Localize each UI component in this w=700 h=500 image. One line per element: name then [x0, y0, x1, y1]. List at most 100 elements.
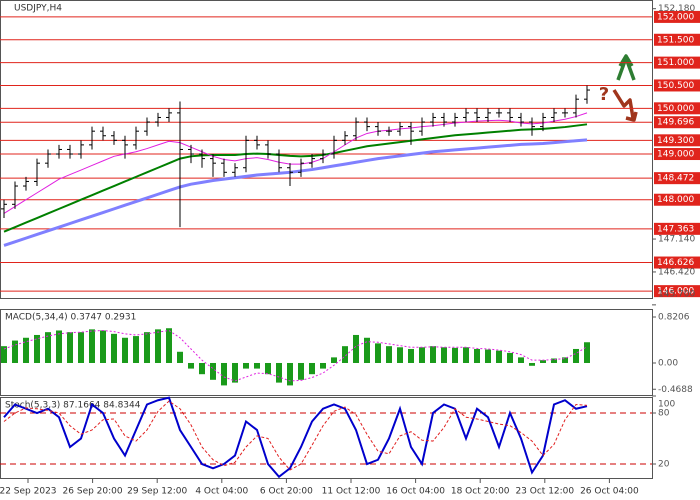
level-tag: [654, 10, 700, 23]
stoch-panel: [0, 397, 653, 479]
level-label: 149.300: [657, 136, 694, 146]
macd-bar: [265, 362, 271, 375]
level-label: 147.363: [657, 224, 694, 234]
level-label: 148.472: [657, 174, 694, 184]
y-tick-label: 147.140: [658, 235, 695, 245]
macd-bar: [496, 350, 502, 363]
macd-bar: [133, 336, 139, 363]
macd-bar: [12, 340, 18, 363]
macd-bar: [397, 347, 403, 363]
macd-bar: [199, 362, 205, 375]
chart-title: USDJPY,H4: [14, 4, 62, 14]
x-tick-label: 11 Oct 12:00: [322, 487, 381, 497]
x-tick-label: 29 Sep 12:00: [127, 487, 187, 497]
moving-average: [3, 123, 588, 233]
macd-bar: [562, 357, 568, 363]
macd-bar: [419, 347, 425, 363]
level-label: 146.000: [657, 287, 694, 297]
macd-bar: [56, 330, 62, 363]
main-panel: [0, 0, 653, 299]
moving-average: [3, 112, 588, 214]
stoch-title: Stoch(5,3,3) 87.1664 84.8344: [5, 401, 141, 411]
y-tick-label: 152.180: [658, 4, 695, 14]
macd-bar: [67, 332, 73, 363]
stoch-line: [3, 400, 588, 471]
level-label: 151.000: [657, 58, 694, 68]
x-tick-label: 6 Oct 20:00: [260, 487, 313, 497]
macd-bar: [232, 362, 238, 383]
macd-bar: [342, 346, 348, 363]
y-tick-label: 145.700: [658, 290, 695, 300]
macd-bar: [430, 346, 436, 363]
level-tag: [654, 172, 700, 185]
level-tag: [654, 33, 700, 46]
level-tag: [654, 285, 700, 298]
y-tick-label: 80: [658, 409, 670, 419]
macd-bar: [210, 362, 216, 380]
macd-panel: [0, 309, 653, 396]
macd-bar: [540, 360, 546, 363]
macd-bar: [1, 346, 7, 363]
x-tick-label: 18 Oct 20:00: [451, 487, 510, 497]
macd-bar: [243, 362, 249, 369]
down-arrow: [612, 89, 638, 122]
level-label: 152.000: [657, 12, 694, 22]
level-label: 149.696: [657, 118, 694, 128]
moving-average: [3, 138, 588, 247]
y-tick-label: -0.4688: [658, 385, 693, 395]
level-label: 148.000: [657, 195, 694, 205]
level-tag: [654, 193, 700, 206]
level-tag: [654, 79, 700, 92]
level-label: 150.000: [657, 104, 694, 114]
macd-bar: [276, 362, 282, 383]
macd-bar: [551, 358, 557, 363]
macd-bar: [100, 330, 106, 363]
macd-bar: [155, 329, 161, 363]
y-tick-label: 0.00: [658, 358, 678, 368]
level-label: 151.500: [657, 35, 694, 45]
macd-title: MACD(5,34,4) 0.3747 0.2931: [5, 313, 136, 323]
macd-bar: [518, 357, 524, 363]
macd-bar: [441, 347, 447, 363]
level-label: 150.500: [657, 81, 694, 91]
macd-bar: [320, 362, 326, 369]
macd-bar: [122, 337, 128, 363]
macd-bar: [507, 352, 513, 363]
y-tick-label: 20: [658, 460, 670, 470]
x-tick-label: 23 Oct 12:00: [515, 487, 574, 497]
level-tag: [654, 56, 700, 69]
level-tag: [654, 148, 700, 161]
macd-bar: [353, 334, 359, 363]
level-tag: [654, 222, 700, 235]
level-tag: [654, 102, 700, 115]
macd-bar: [144, 332, 150, 363]
macd-bar: [331, 357, 337, 363]
macd-bar: [529, 362, 535, 366]
macd-bar: [111, 333, 117, 363]
question-mark: ?: [599, 84, 609, 105]
panel-frames: [0, 0, 653, 479]
macd-bar: [375, 343, 381, 363]
x-tick-label: 26 Oct 04:00: [580, 487, 639, 497]
level-tag: [654, 256, 700, 269]
macd-bar: [89, 329, 95, 363]
macd-bar: [584, 342, 590, 363]
x-tick-label: 16 Oct 04:00: [386, 487, 445, 497]
macd-bar: [463, 347, 469, 363]
macd-bar: [34, 334, 40, 363]
macd-bar: [23, 337, 29, 363]
signal-line: [3, 329, 588, 382]
level-tag: [654, 116, 700, 129]
macd-bar: [287, 362, 293, 386]
macd-bar: [188, 362, 194, 369]
macd-bar: [474, 348, 480, 363]
x-tick-label: 4 Oct 04:00: [195, 487, 248, 497]
x-tick-label: 26 Sep 20:00: [63, 487, 123, 497]
stoch-line: [3, 396, 588, 479]
macd-bar: [386, 346, 392, 363]
macd-bar: [485, 349, 491, 363]
macd-bar: [254, 362, 260, 369]
macd-bar: [177, 351, 183, 363]
